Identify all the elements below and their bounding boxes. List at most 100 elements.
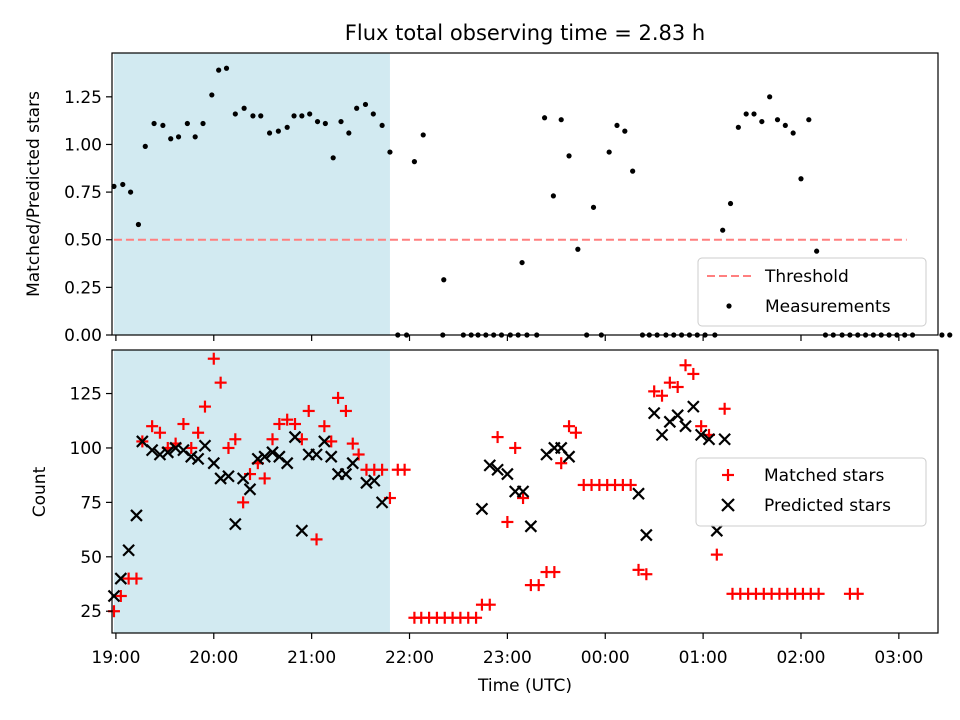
- y-axis-label-count: Count: [30, 466, 50, 517]
- data-point: [483, 598, 496, 611]
- data-point: [558, 117, 564, 123]
- x-tick-label: 19:00: [91, 648, 140, 668]
- data-point: [647, 406, 661, 420]
- data-point: [483, 459, 497, 472]
- series-predicted-stars: [107, 400, 731, 603]
- data-point: [575, 246, 581, 252]
- y-tick-label: 50: [80, 548, 102, 568]
- data-point: [153, 426, 166, 439]
- data-point: [679, 359, 692, 372]
- data-point: [606, 149, 612, 155]
- count-panel: 25 50 75 100 125 19:00 20:00 21:00 22:00 23:00 00:…: [70, 349, 939, 668]
- data-point: [222, 469, 235, 483]
- data-point: [339, 467, 353, 481]
- x-tick-label: 01:00: [679, 648, 728, 668]
- data-point: [491, 463, 504, 477]
- y-tick-label: 25: [80, 602, 102, 622]
- data-point: [655, 428, 669, 442]
- data-point: [814, 248, 820, 254]
- data-point: [184, 120, 190, 127]
- data-point: [735, 124, 741, 130]
- data-point: [161, 446, 175, 459]
- data-point: [314, 118, 321, 125]
- data-point: [168, 136, 174, 142]
- data-point: [362, 101, 369, 108]
- data-point: [640, 528, 653, 542]
- data-point: [169, 441, 182, 455]
- data-point: [624, 478, 637, 491]
- y-tick-label: 0.50: [64, 231, 102, 251]
- data-point: [222, 441, 235, 454]
- data-point: [441, 277, 447, 283]
- data-point: [519, 259, 525, 266]
- data-point: [375, 496, 389, 509]
- chart-title: Flux total observing time = 2.83 h: [345, 21, 705, 45]
- data-point: [302, 404, 315, 417]
- data-point: [322, 120, 328, 127]
- data-point: [310, 533, 323, 546]
- series-matched-stars: [107, 352, 864, 624]
- data-point: [563, 420, 576, 433]
- data-point: [630, 168, 636, 174]
- data-point: [127, 189, 134, 195]
- data-point: [671, 409, 684, 422]
- data-point: [501, 515, 514, 528]
- y-tick-label: 1.00: [64, 135, 102, 155]
- data-point: [273, 418, 286, 431]
- data-point: [324, 450, 338, 463]
- data-point: [207, 352, 220, 365]
- legend-frame: [695, 457, 927, 527]
- data-point: [135, 221, 142, 228]
- data-point: [284, 124, 290, 130]
- data-point: [198, 400, 211, 413]
- data-point: [325, 435, 338, 448]
- data-point: [387, 149, 393, 155]
- data-point: [475, 502, 489, 516]
- data-point: [671, 381, 684, 394]
- data-point: [702, 432, 716, 446]
- data-point: [275, 128, 281, 134]
- data-point: [812, 587, 825, 600]
- data-point: [145, 443, 159, 457]
- data-point: [767, 94, 773, 100]
- data-point: [562, 450, 576, 463]
- data-point: [160, 122, 166, 129]
- data-point: [295, 524, 309, 537]
- data-point: [774, 117, 781, 123]
- data-point: [346, 130, 352, 136]
- legend-measurement-label: Measurements: [765, 297, 891, 317]
- data-point: [550, 193, 556, 199]
- data-point: [310, 448, 323, 461]
- data-point: [782, 122, 788, 129]
- data-point: [694, 428, 708, 442]
- data-point: [281, 413, 294, 426]
- data-point: [258, 450, 271, 463]
- data-point: [398, 463, 411, 476]
- data-point: [640, 568, 653, 581]
- data-point: [718, 432, 731, 446]
- data-point: [214, 472, 227, 485]
- data-point: [555, 457, 568, 470]
- data-point: [114, 589, 127, 602]
- data-point: [207, 456, 221, 470]
- data-point: [237, 496, 250, 509]
- data-point: [695, 420, 708, 433]
- legend-frame: [697, 257, 927, 327]
- data-point: [720, 227, 726, 233]
- data-point: [798, 176, 804, 182]
- data-point: [491, 431, 504, 444]
- x-tick-label: 23:00: [483, 648, 532, 668]
- data-point: [200, 120, 206, 127]
- data-point: [806, 117, 812, 123]
- data-point: [790, 130, 796, 136]
- legend-matched-swatch: [722, 469, 734, 481]
- data-point: [330, 155, 336, 161]
- legend-predicted-label: Predicted stars: [764, 496, 891, 516]
- data-point: [258, 113, 264, 119]
- data-point: [376, 463, 389, 476]
- data-point: [656, 389, 669, 402]
- data-point: [687, 400, 700, 413]
- data-point: [146, 420, 159, 433]
- data-point: [501, 467, 514, 481]
- data-point: [632, 563, 645, 576]
